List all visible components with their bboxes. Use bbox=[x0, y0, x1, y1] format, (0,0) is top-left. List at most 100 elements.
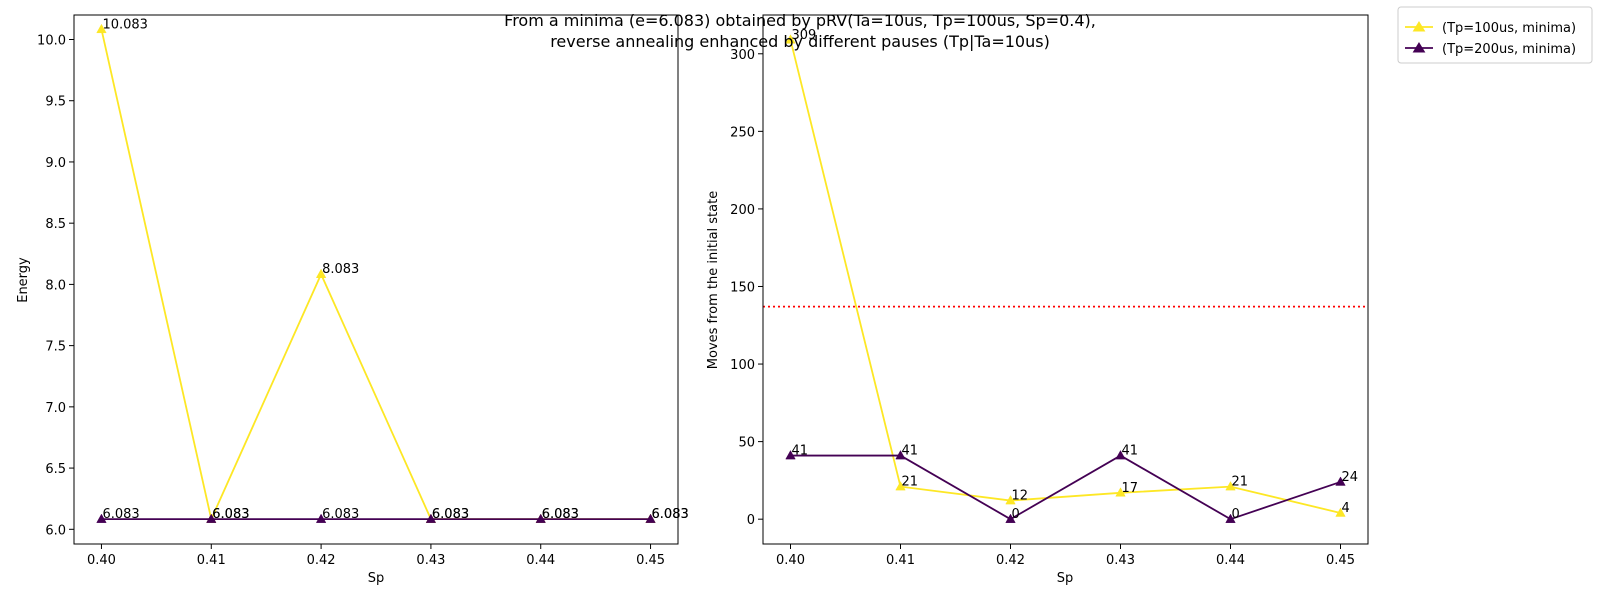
energy-y-tick-label: 8.0 bbox=[45, 278, 66, 293]
energy-point-2 bbox=[645, 513, 656, 523]
moves-data-label-2: 41 bbox=[792, 444, 809, 459]
energy-x-tick-label: 0.42 bbox=[307, 553, 336, 568]
moves-data-label-1: 309 bbox=[792, 28, 817, 43]
energy-y-tick-label: 6.0 bbox=[45, 523, 66, 538]
energy-y-ticks: 6.0 6.5 7.0 7.5 8.0 8.5 9.0 9.5 10.0 bbox=[37, 33, 74, 538]
energy-x-axis-label: Sp bbox=[368, 571, 385, 586]
moves-y-tick-label: 100 bbox=[730, 358, 755, 373]
moves-point-2 bbox=[1335, 476, 1346, 486]
moves-point-2 bbox=[895, 450, 906, 460]
moves-y-ticks: 0 50 100 150 200 250 300 bbox=[730, 48, 763, 528]
energy-y-tick-label: 7.5 bbox=[45, 340, 66, 355]
moves-x-tick-label: 0.43 bbox=[1106, 553, 1135, 568]
moves-x-tick-label: 0.40 bbox=[776, 553, 805, 568]
energy-data-label-2: 6.083 bbox=[652, 507, 689, 522]
energy-y-axis-label: Energy bbox=[16, 257, 31, 303]
moves-data-label-1: 12 bbox=[1012, 489, 1029, 504]
energy-y-tick-label: 9.5 bbox=[45, 95, 66, 110]
moves-y-tick-label: 200 bbox=[730, 203, 755, 218]
title-line-1: From a minima (e=6.083) obtained by pRV(… bbox=[504, 11, 1096, 30]
energy-point-2 bbox=[96, 513, 107, 523]
energy-point-2 bbox=[206, 513, 217, 523]
legend-box bbox=[1397, 6, 1593, 64]
moves-point-1 bbox=[1115, 487, 1126, 497]
energy-x-ticks: 0.40 0.41 0.42 0.43 0.44 0.45 bbox=[87, 544, 665, 568]
energy-plot-frame bbox=[73, 14, 679, 545]
energy-point-1 bbox=[315, 268, 327, 278]
energy-plot-marks: 10.083 6.083 8.083 6.083 6.083 6.083 6.083 6.08… bbox=[96, 17, 689, 523]
moves-point-1 bbox=[1335, 507, 1346, 517]
energy-data-label-2: 6.083 bbox=[542, 507, 579, 522]
moves-data-label-1: 21 bbox=[1232, 475, 1249, 490]
moves-plot-marks: 309 21 12 17 21 4 41 41 0 41 0 24 bbox=[763, 28, 1368, 523]
moves-series-line-1 bbox=[789, 39, 1341, 514]
moves-data-label-1: 21 bbox=[902, 475, 919, 490]
legend-marker-tp100 bbox=[1412, 21, 1426, 32]
energy-x-tick-label: 0.44 bbox=[526, 553, 555, 568]
energy-data-label-1: 10.083 bbox=[102, 17, 148, 32]
energy-data-label-2: 6.083 bbox=[322, 507, 359, 522]
title-line-2: reverse annealing enhanced by different … bbox=[550, 32, 1050, 51]
legend-entry-tp100: (Tp=100us, minima) bbox=[1405, 21, 1576, 36]
moves-point-1 bbox=[1005, 495, 1016, 505]
legend-label-tp100: (Tp=100us, minima) bbox=[1442, 21, 1576, 36]
moves-x-tick-label: 0.45 bbox=[1326, 553, 1355, 568]
moves-data-label-2: 24 bbox=[1342, 470, 1359, 485]
moves-data-label-1: 4 bbox=[1342, 501, 1350, 516]
moves-data-label-2: 41 bbox=[1122, 444, 1139, 459]
energy-point-2 bbox=[315, 513, 327, 523]
energy-data-label-1: 6.083 bbox=[652, 507, 689, 522]
energy-y-tick-label: 9.0 bbox=[45, 156, 66, 171]
moves-point-1 bbox=[785, 34, 796, 44]
energy-y-tick-label: 7.0 bbox=[45, 401, 66, 416]
energy-point-2 bbox=[425, 513, 437, 523]
moves-point-2 bbox=[785, 450, 796, 460]
energy-data-label-1: 8.083 bbox=[322, 262, 359, 277]
moves-point-2 bbox=[1005, 513, 1016, 523]
moves-y-tick-label: 300 bbox=[730, 48, 755, 63]
moves-y-tick-label: 0 bbox=[747, 513, 755, 528]
moves-x-ticks: 0.40 0.41 0.42 0.43 0.44 0.45 bbox=[776, 544, 1355, 568]
energy-data-label-2: 6.083 bbox=[102, 507, 139, 522]
legend-label-tp200: (Tp=200us, minima) bbox=[1442, 42, 1576, 57]
moves-data-label-2: 0 bbox=[1232, 507, 1240, 522]
energy-x-tick-label: 0.40 bbox=[87, 553, 116, 568]
moves-data-label-1: 17 bbox=[1122, 481, 1139, 496]
legend-marker-tp200 bbox=[1412, 42, 1426, 53]
moves-y-tick-label: 250 bbox=[730, 125, 755, 140]
legend: (Tp=100us, minima) (Tp=200us, minima) bbox=[1397, 6, 1593, 64]
moves-x-tick-label: 0.42 bbox=[996, 553, 1025, 568]
moves-y-tick-label: 150 bbox=[730, 280, 755, 295]
energy-point-2 bbox=[535, 513, 546, 523]
energy-data-label-2: 6.083 bbox=[432, 507, 469, 522]
energy-x-tick-label: 0.45 bbox=[636, 553, 665, 568]
moves-x-tick-label: 0.41 bbox=[886, 553, 915, 568]
moves-y-axis-label: Moves from the initial state bbox=[706, 191, 721, 369]
energy-data-label-2: 6.083 bbox=[212, 507, 249, 522]
energy-point-1 bbox=[96, 23, 107, 34]
moves-data-label-2: 0 bbox=[1012, 507, 1020, 522]
energy-data-label-1: 6.083 bbox=[432, 507, 469, 522]
energy-data-label-1: 6.083 bbox=[542, 507, 579, 522]
energy-y-tick-label: 10.0 bbox=[37, 33, 66, 48]
energy-y-tick-label: 6.5 bbox=[45, 462, 66, 477]
moves-point-1 bbox=[895, 481, 906, 491]
energy-x-tick-label: 0.43 bbox=[416, 553, 445, 568]
moves-point-2 bbox=[1115, 450, 1126, 460]
moves-y-tick-label: 50 bbox=[738, 436, 755, 451]
legend-entry-tp200: (Tp=200us, minima) bbox=[1405, 42, 1576, 57]
moves-series-line-2 bbox=[790, 454, 1341, 521]
moves-plot-frame bbox=[762, 14, 1369, 545]
moves-point-2 bbox=[1225, 513, 1236, 523]
moves-data-label-2: 41 bbox=[902, 444, 919, 459]
moves-point-1 bbox=[1225, 481, 1236, 491]
figure-title: From a minima (e=6.083) obtained by pRV(… bbox=[504, 11, 1096, 51]
energy-y-tick-label: 8.5 bbox=[45, 217, 66, 232]
moves-x-axis-label: Sp bbox=[1057, 571, 1074, 586]
energy-x-tick-label: 0.41 bbox=[197, 553, 226, 568]
moves-x-tick-label: 0.44 bbox=[1216, 553, 1245, 568]
